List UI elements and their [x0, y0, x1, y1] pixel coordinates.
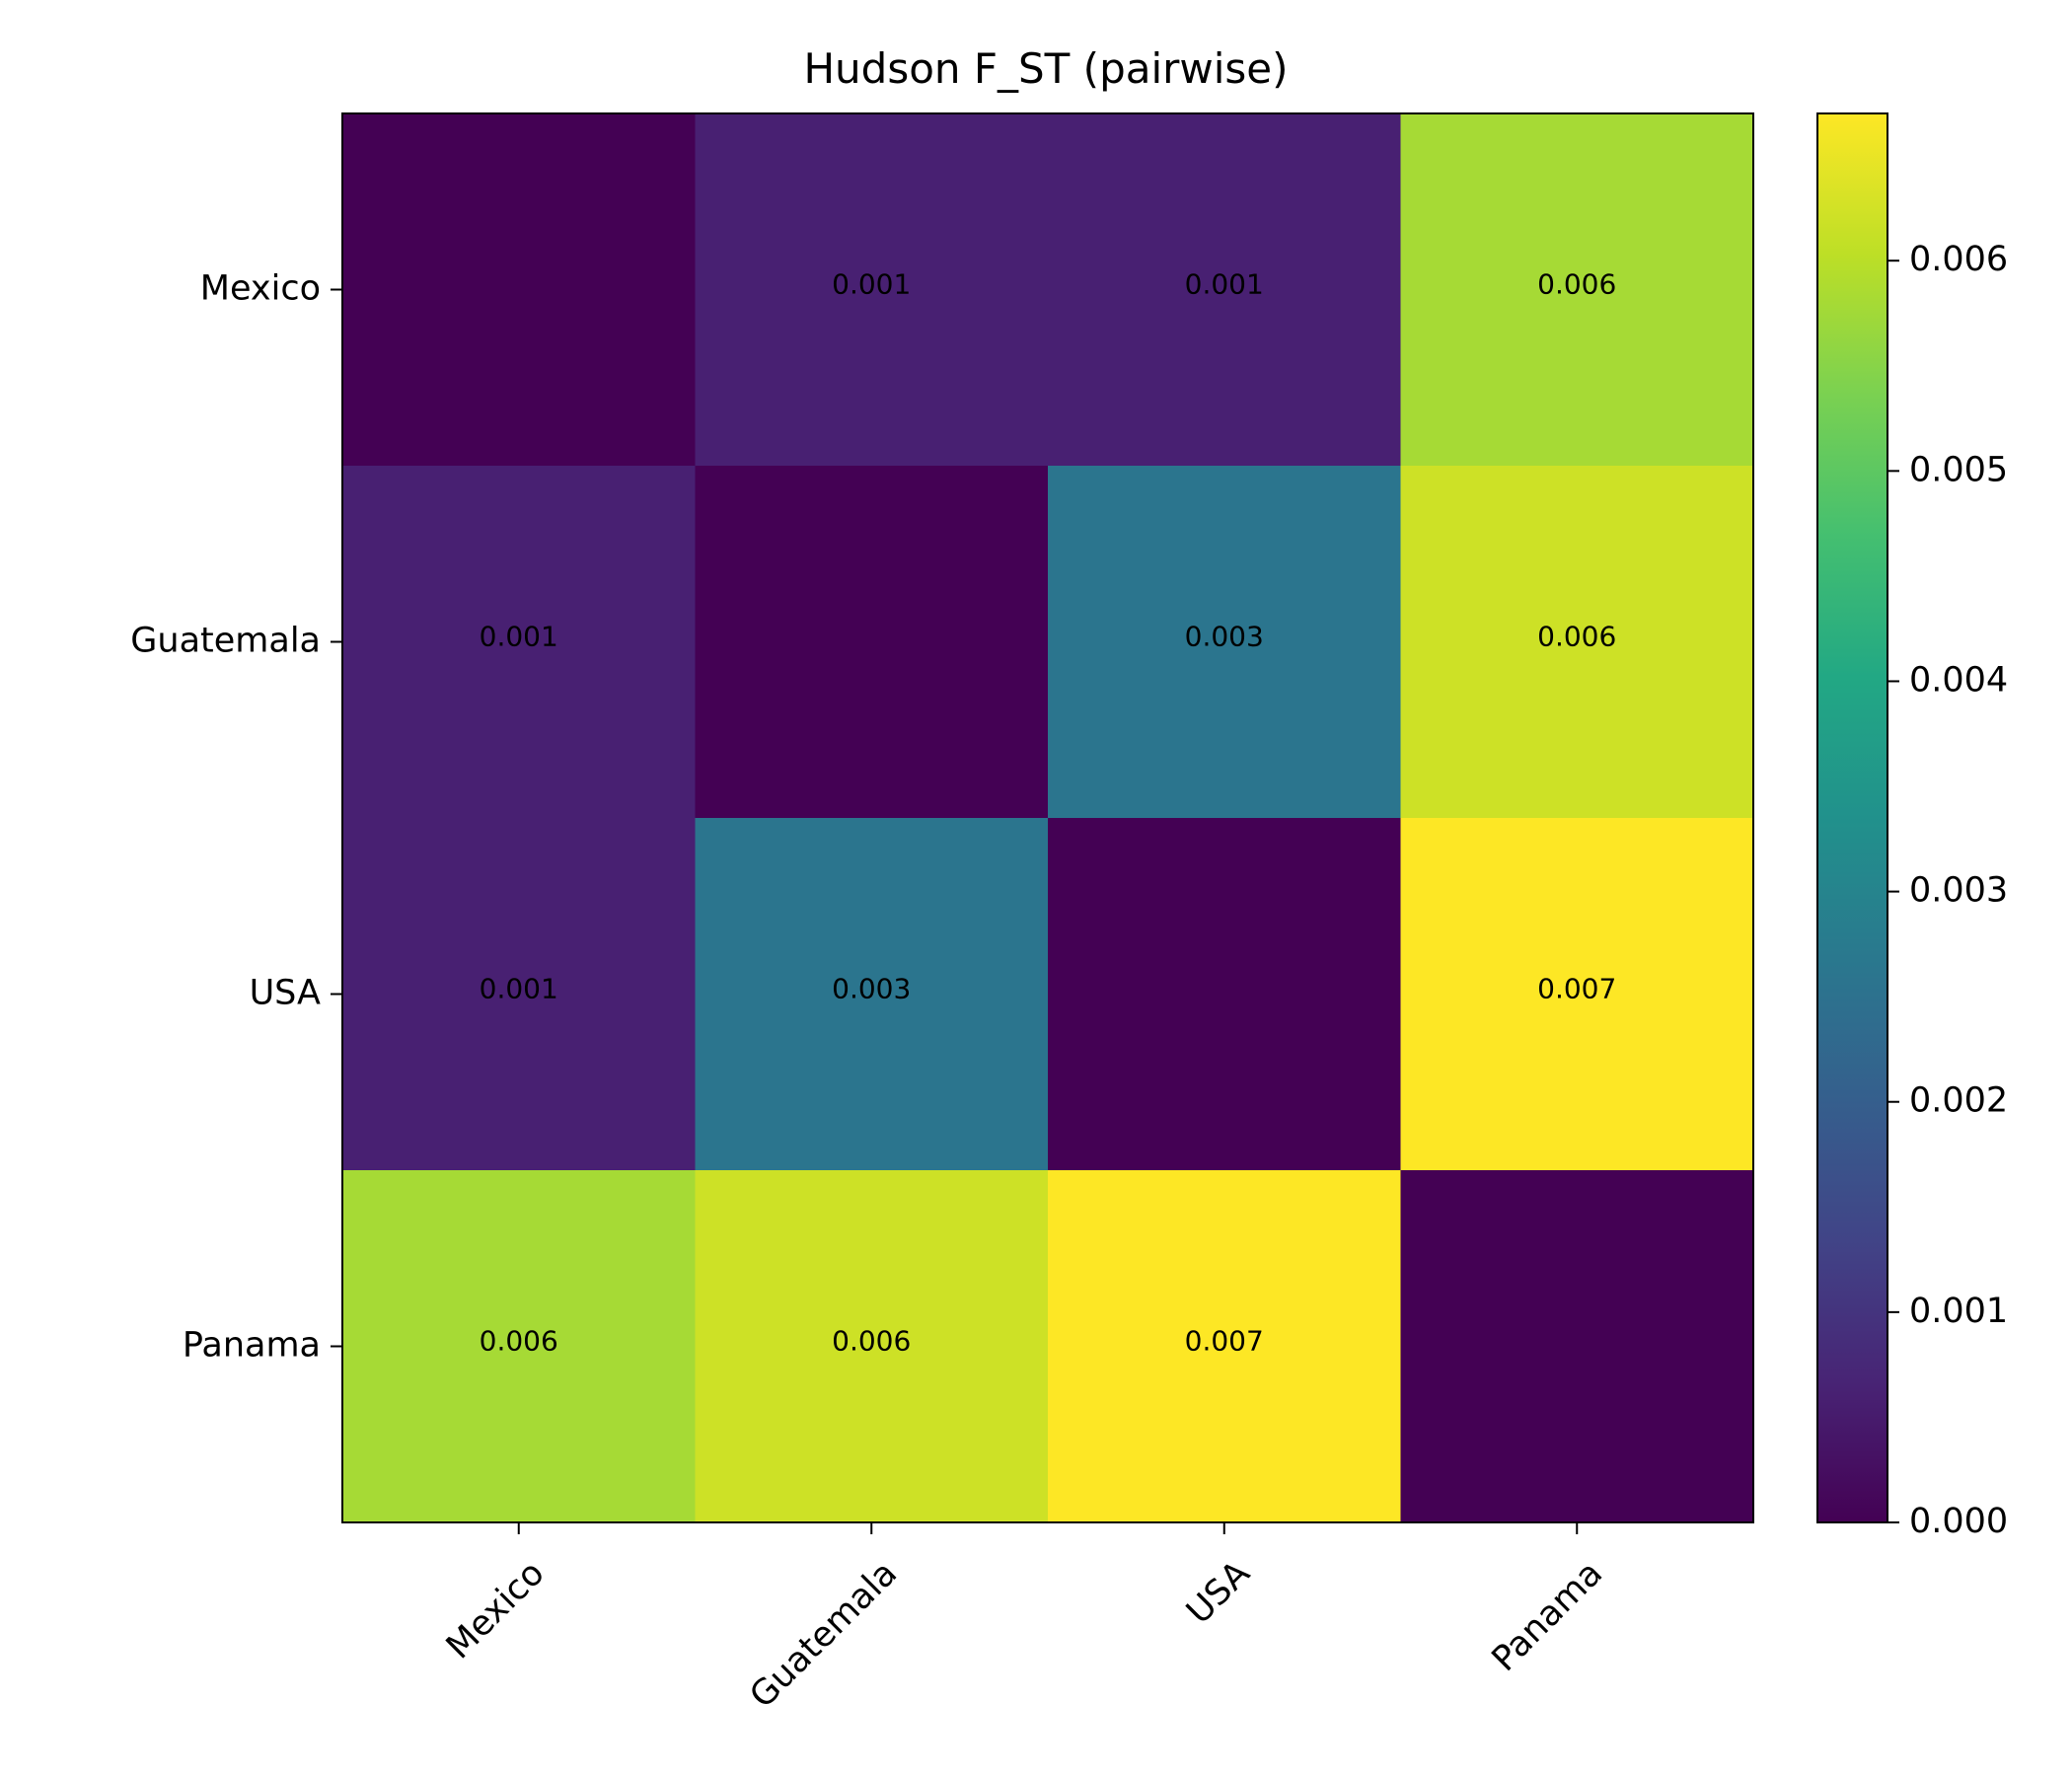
y-tick-label: USA	[250, 974, 321, 1013]
heatmap-cell	[1048, 1170, 1401, 1523]
colorbar-tick-label: 0.005	[1909, 450, 2008, 489]
colorbar	[1816, 112, 1888, 1523]
heatmap-cell	[695, 466, 1049, 819]
heatmap-cell	[1400, 1170, 1754, 1523]
plot-frame	[341, 112, 1754, 1523]
y-tick-label: Mexico	[200, 269, 321, 309]
y-tick-label: Guatemala	[130, 622, 321, 661]
colorbar-tick-label: 0.003	[1909, 871, 2008, 911]
heatmap-cell	[342, 466, 696, 819]
heatmap-cell	[1048, 113, 1401, 467]
x-tick-label: Mexico	[439, 1554, 553, 1667]
heatmap-cell	[695, 1170, 1049, 1523]
cell-value-label: 0.001	[480, 621, 558, 653]
cell-value-label: 0.001	[1185, 268, 1264, 301]
cell-value-label: 0.003	[832, 973, 911, 1005]
cell-value-label: 0.001	[832, 268, 911, 301]
heatmap-cell	[342, 818, 696, 1171]
cell-value-label: 0.006	[1537, 621, 1616, 653]
cell-value-label: 0.007	[1185, 1325, 1264, 1358]
colorbar-tick-label: 0.002	[1909, 1081, 2008, 1121]
colorbar-tick-label: 0.000	[1909, 1502, 2008, 1541]
colorbar-axis: 0.000 0.001 0.002 0.003 0.004 0.005 0.006	[1887, 240, 2008, 1541]
chart-title: Hudson F_ST (pairwise)	[803, 44, 1288, 93]
heatmap-cell	[1400, 113, 1754, 467]
heatmap-cell	[1048, 818, 1401, 1171]
heatmap-cell	[342, 1170, 696, 1523]
x-tick-label: Guatemala	[743, 1554, 906, 1717]
heatmap-cells	[342, 113, 1754, 1523]
heatmap-cell-labels: 0.001 0.001 0.006 0.001 0.003 0.006 0.001 0.003…	[480, 268, 1617, 1358]
heatmap-cell	[342, 113, 696, 467]
cell-value-label: 0.007	[1537, 973, 1616, 1005]
colorbar-tick-label: 0.004	[1909, 660, 2008, 700]
heatmap-cell	[695, 818, 1049, 1171]
y-axis: Mexico Guatemala USA Panama	[130, 269, 342, 1366]
cell-value-label: 0.006	[832, 1325, 911, 1358]
colorbar-tick-label: 0.001	[1909, 1292, 2008, 1331]
heatmap-cell	[695, 113, 1049, 467]
heatmap-cell	[1048, 466, 1401, 819]
cell-value-label: 0.006	[480, 1325, 558, 1358]
x-tick-label: Panama	[1485, 1554, 1610, 1679]
heatmap-cell	[1400, 818, 1754, 1171]
heatmap-cell	[1400, 466, 1754, 819]
cell-value-label: 0.001	[480, 973, 558, 1005]
x-axis: Mexico Guatemala USA Panama	[439, 1522, 1610, 1716]
cell-value-label: 0.003	[1185, 621, 1264, 653]
cell-value-label: 0.006	[1537, 268, 1616, 301]
colorbar-tick-label: 0.006	[1909, 240, 2008, 279]
y-tick-label: Panama	[183, 1326, 321, 1366]
x-tick-label: USA	[1179, 1554, 1258, 1633]
